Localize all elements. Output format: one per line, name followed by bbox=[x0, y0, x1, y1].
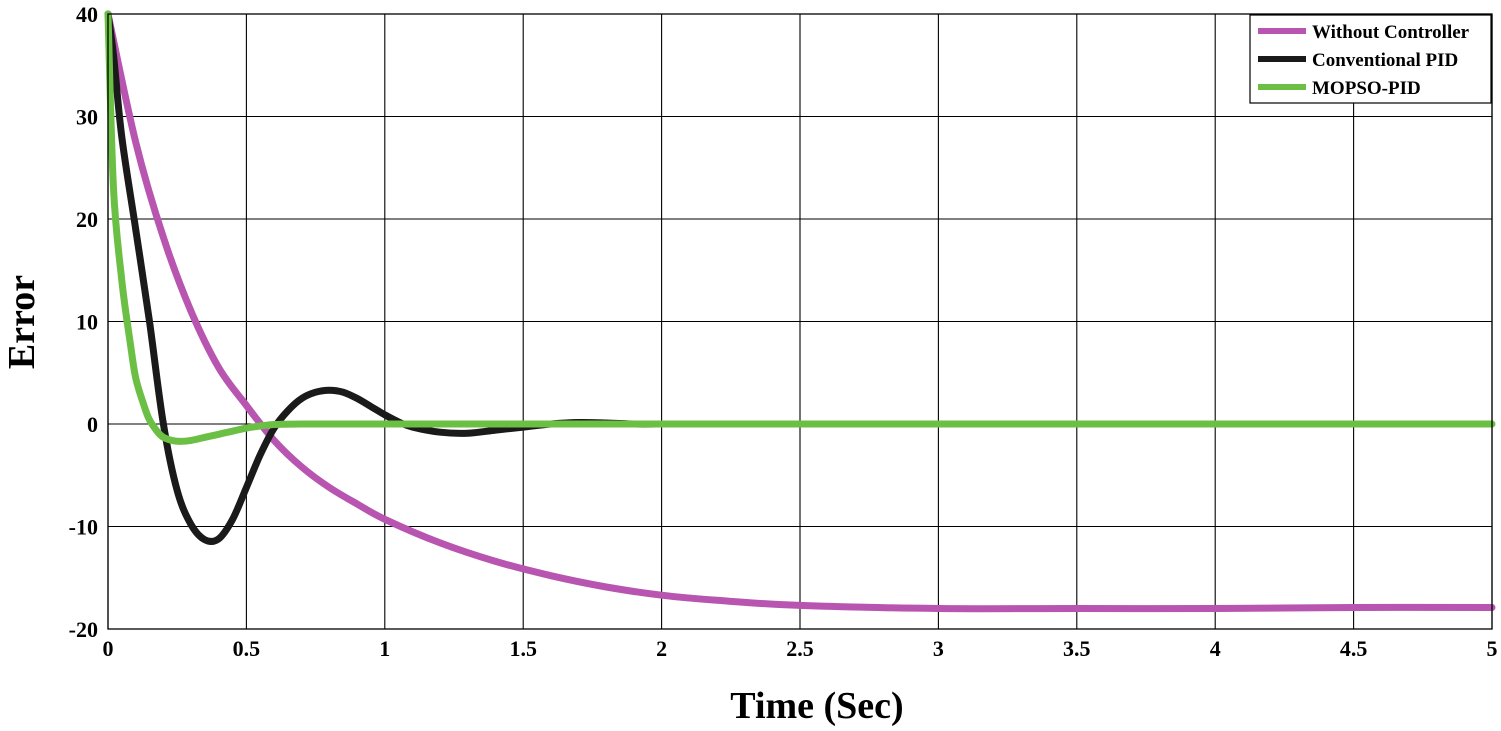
x-tick-label: 4.5 bbox=[1340, 636, 1368, 661]
series-line-without-controller bbox=[104, 10, 1496, 613]
x-tick-label: 1 bbox=[379, 636, 390, 661]
plot-frame bbox=[107, 13, 1493, 630]
series-line-conventional-pid bbox=[104, 10, 666, 545]
x-tick-label: 1.5 bbox=[509, 636, 537, 661]
y-tick-label: 0 bbox=[87, 412, 98, 437]
x-tick-label: 0.5 bbox=[233, 636, 261, 661]
x-tick-label: 5 bbox=[1487, 636, 1498, 661]
y-tick-label: 20 bbox=[76, 207, 98, 232]
y-tick-label: 40 bbox=[76, 2, 98, 27]
legend-label: MOPSO-PID bbox=[1312, 78, 1421, 99]
y-axis-label: Error bbox=[1, 275, 43, 369]
y-tick-label: -10 bbox=[69, 515, 98, 540]
x-tick-label: 2.5 bbox=[786, 636, 814, 661]
y-tick-label: 30 bbox=[76, 105, 98, 130]
legend-label: Without Controller bbox=[1312, 22, 1470, 43]
x-tick-label: 3.5 bbox=[1063, 636, 1091, 661]
y-tick-label: 10 bbox=[76, 310, 98, 335]
x-axis-label: Time (Sec) bbox=[730, 685, 903, 726]
x-tick-label: 4 bbox=[1210, 636, 1221, 661]
legend-label: Conventional PID bbox=[1312, 50, 1458, 71]
grid bbox=[107, 13, 1493, 630]
series-line-mopso-pid bbox=[104, 10, 1496, 445]
x-tick-label: 2 bbox=[656, 636, 667, 661]
y-tick-label: -20 bbox=[69, 617, 98, 642]
x-tick-labels: 0 0.5 1 1.5 2 2.5 3 3.5 4 4.5 5 bbox=[103, 636, 1498, 661]
x-tick-label: 0 bbox=[103, 636, 114, 661]
series-lines bbox=[104, 10, 1496, 613]
legend: Without Controller Conventional PID MOPSO-… bbox=[1249, 14, 1492, 104]
x-tick-label: 3 bbox=[933, 636, 944, 661]
y-tick-labels: -20 -10 0 10 20 30 40 bbox=[69, 2, 98, 642]
